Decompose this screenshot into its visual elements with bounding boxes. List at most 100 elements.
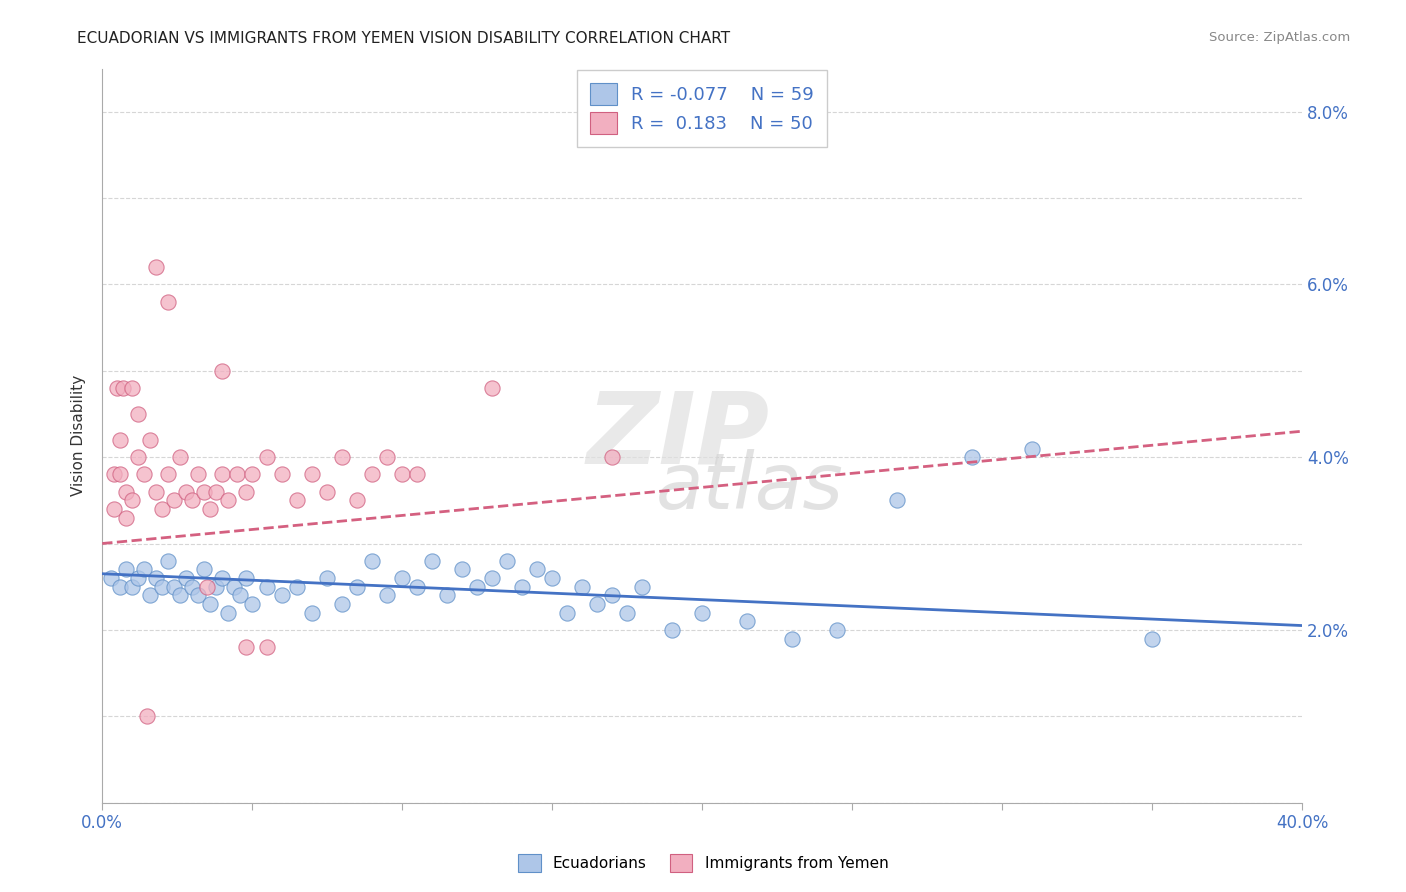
Point [600,588,623,602]
Point [436,588,458,602]
Point [631,580,654,594]
Point [163,580,186,594]
Point [375,450,398,464]
Point [217,493,239,508]
Point [886,493,908,508]
Text: ZIP: ZIP [586,387,769,484]
Point [205,484,228,499]
Point [690,606,713,620]
Point [224,580,246,594]
Point [187,588,209,602]
Point [960,450,983,464]
Point [735,614,758,628]
Point [235,571,257,585]
Point [115,484,138,499]
Point [316,571,339,585]
Point [541,571,564,585]
Point [193,562,215,576]
Point [481,381,503,395]
Point [121,580,143,594]
Point [174,571,197,585]
Point [139,588,162,602]
Point [330,450,353,464]
Point [139,433,162,447]
Point [169,588,191,602]
Point [112,381,135,395]
Point [136,709,159,723]
Point [226,467,249,482]
Point [235,484,257,499]
Point [103,502,125,516]
Point [127,450,149,464]
Point [406,467,429,482]
Point [571,580,593,594]
Point [127,571,149,585]
Point [145,571,167,585]
Point [100,571,122,585]
Point [825,623,848,637]
Point [285,493,308,508]
Legend: R = -0.077    N = 59, R =  0.183    N = 50: R = -0.077 N = 59, R = 0.183 N = 50 [578,70,827,147]
Point [181,580,204,594]
Point [1140,632,1163,646]
Point [198,597,221,611]
Point [285,580,308,594]
Point [198,502,221,516]
Point [256,580,278,594]
Point [240,467,263,482]
Point [229,588,252,602]
Point [103,467,125,482]
Point [451,562,474,576]
Text: Source: ZipAtlas.com: Source: ZipAtlas.com [1209,31,1350,45]
Point [115,562,138,576]
Point [105,381,128,395]
Point [217,606,239,620]
Point [271,467,294,482]
Point [465,580,488,594]
Point [391,467,413,482]
Point [391,571,413,585]
Point [271,588,294,602]
Point [301,467,323,482]
Point [134,467,156,482]
Text: ECUADORIAN VS IMMIGRANTS FROM YEMEN VISION DISABILITY CORRELATION CHART: ECUADORIAN VS IMMIGRANTS FROM YEMEN VISI… [77,31,731,46]
Point [510,580,533,594]
Point [127,407,149,421]
Point [145,484,167,499]
Point [330,597,353,611]
Point [193,484,215,499]
Point [205,580,228,594]
Point [157,294,180,309]
Point [301,606,323,620]
Point [316,484,339,499]
Point [481,571,503,585]
Point [780,632,803,646]
Point [240,597,263,611]
Point [346,493,368,508]
Point [256,450,278,464]
Point [163,493,186,508]
Point [108,433,131,447]
Point [150,580,173,594]
Point [211,467,233,482]
Point [181,493,204,508]
Point [108,580,131,594]
Point [1021,442,1043,456]
Point [115,510,138,524]
Point [195,580,218,594]
Point [150,502,173,516]
Point [361,467,384,482]
Text: atlas: atlas [657,449,844,525]
Point [134,562,156,576]
Point [406,580,429,594]
Point [157,554,180,568]
Legend: Ecuadorians, Immigrants from Yemen: Ecuadorians, Immigrants from Yemen [510,846,896,880]
Point [420,554,443,568]
Point [157,467,180,482]
Point [361,554,384,568]
Point [187,467,209,482]
Point [496,554,519,568]
Point [211,364,233,378]
Point [235,640,257,654]
Point [211,571,233,585]
